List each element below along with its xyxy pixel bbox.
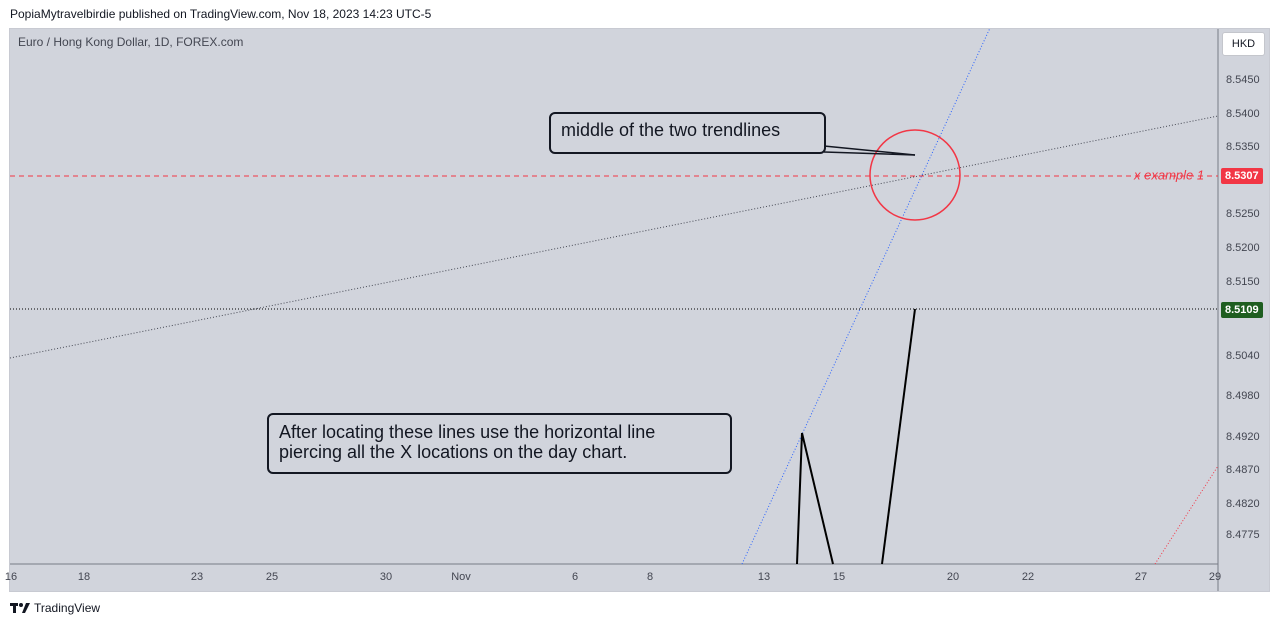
callout-instructions[interactable]: After locating these lines use the horiz…: [267, 413, 732, 474]
trendline-steep: [741, 27, 991, 565]
x-tick-label: 25: [265, 571, 279, 583]
y-tick-label: 8.4870: [1226, 464, 1260, 476]
drawn-path: [796, 432, 834, 565]
y-tick-label: 8.5250: [1226, 208, 1260, 220]
x-tick-label: 27: [1134, 571, 1148, 583]
x-tick-label: Nov: [451, 571, 471, 583]
trendline-red: [1154, 465, 1219, 565]
y-tick-label: 8.4920: [1226, 431, 1260, 443]
x-tick-label: 29: [1208, 571, 1222, 583]
y-tick-label: 8.5350: [1226, 141, 1260, 153]
y-tick-label: 8.4980: [1226, 390, 1260, 402]
y-tick-label: 8.4820: [1226, 498, 1260, 510]
chart-panel[interactable]: [9, 28, 1270, 592]
x-tick-label: 30: [379, 571, 393, 583]
x-tick-label: 15: [832, 571, 846, 583]
x-tick-label: 16: [4, 571, 18, 583]
horizontal-line-label[interactable]: x example 1: [1134, 167, 1205, 183]
callout-pointer-1b: [823, 151, 916, 156]
footer-brand-label: TradingView: [34, 601, 101, 615]
chart-symbol-title[interactable]: Euro / Hong Kong Dollar, 1D, FOREX.com: [18, 35, 244, 49]
y-tick-label: 8.5400: [1226, 108, 1260, 120]
publish-info: PopiaMytravelbirdie published on Trading…: [10, 7, 432, 21]
trendline-shallow: [9, 115, 1219, 359]
y-tick-label: 8.4775: [1226, 529, 1260, 541]
price-tag-green: 8.5109: [1221, 302, 1263, 318]
currency-button[interactable]: HKD: [1222, 32, 1265, 56]
x-tick-label: 13: [757, 571, 771, 583]
circle-marker: [869, 129, 961, 221]
x-tick-label: 20: [946, 571, 960, 583]
y-tick-label: 8.5150: [1226, 276, 1260, 288]
x-tick-label: 18: [77, 571, 91, 583]
y-tick-label: 8.5450: [1226, 74, 1260, 86]
y-tick-label: 8.5200: [1226, 242, 1260, 254]
callout-middle-trendlines[interactable]: middle of the two trendlines: [549, 112, 826, 154]
x-tick-label: 23: [190, 571, 204, 583]
x-tick-label: 6: [571, 571, 579, 583]
x-tick-label: 8: [646, 571, 654, 583]
x-tick-label: 22: [1021, 571, 1035, 583]
price-tag-red: 8.5307: [1221, 168, 1263, 184]
drawn-line: [881, 308, 916, 565]
tradingview-logo-icon: [10, 603, 30, 613]
callout-pointer-1: [823, 145, 916, 156]
y-tick-label: 8.5040: [1226, 350, 1260, 362]
footer-brand: TradingView: [10, 601, 100, 615]
